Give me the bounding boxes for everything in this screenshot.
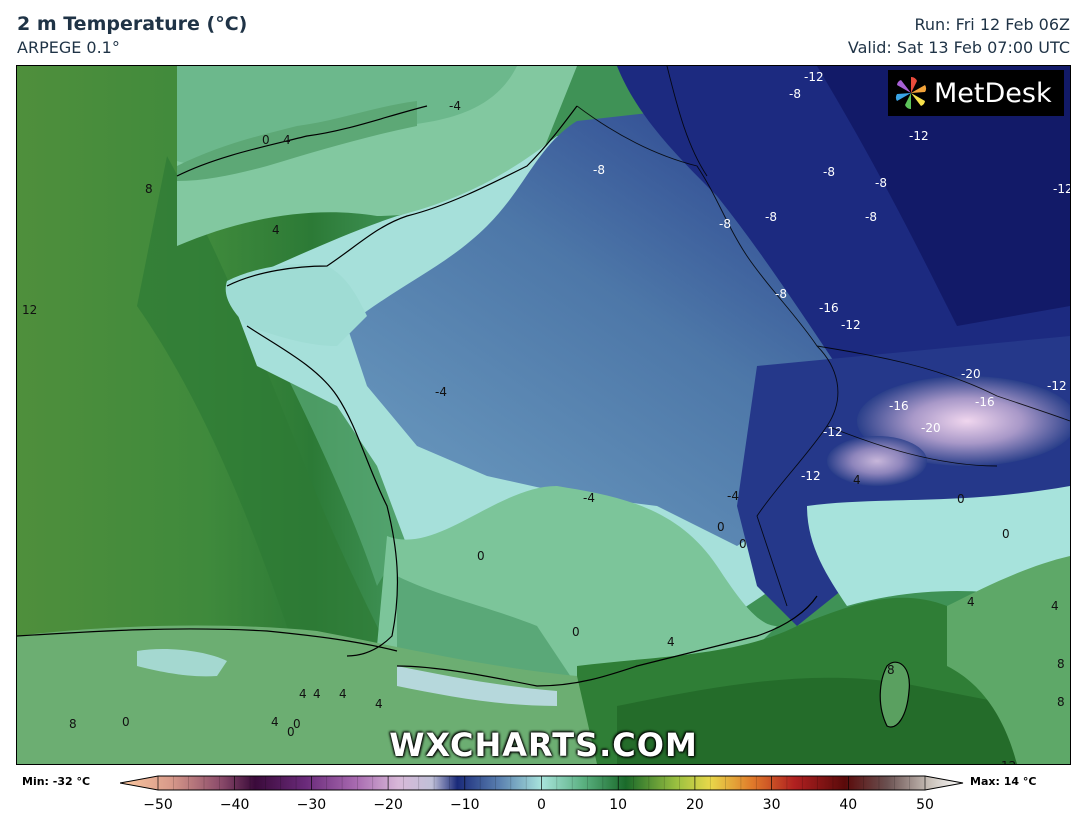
contour-label: 0 — [262, 133, 270, 147]
contour-label: -16 — [889, 399, 909, 413]
brittany — [225, 264, 367, 346]
contour-label: 8 — [69, 717, 77, 731]
wxcharts-watermark: WXCHARTS.COM — [389, 726, 698, 764]
contour-label: 4 — [853, 473, 861, 487]
contour-labels: -12-8-12-8-8-8-12-8-8-8-12-8-16-20-16-20… — [22, 70, 1070, 764]
contour-label: -20 — [921, 421, 941, 435]
contour-label: 8 — [887, 663, 895, 677]
contour-label: 8 — [1057, 657, 1065, 671]
contour-label: 0 — [122, 715, 130, 729]
contour-label: -8 — [765, 210, 777, 224]
temperature-map: -12-8-12-8-8-8-12-8-8-8-12-8-16-20-16-20… — [16, 65, 1071, 765]
contour-label: 12 — [22, 303, 37, 317]
colorbar-tick-label: −50 — [143, 797, 173, 813]
contour-label: -8 — [789, 87, 801, 101]
legend-min-label: Min: -32 °C — [22, 775, 91, 788]
northeast-extreme-cold — [817, 66, 1070, 326]
colorbar-tick-label: 30 — [762, 797, 781, 813]
contour-label: -12 — [1053, 182, 1070, 196]
metdesk-logo-text: MetDesk — [934, 77, 1052, 109]
cantabrian-cold — [137, 649, 227, 677]
contour-label: 4 — [1051, 599, 1059, 613]
national-borders — [576, 66, 1070, 607]
corsica — [880, 662, 910, 727]
contour-label: -8 — [719, 217, 731, 231]
colorbar-tick-label: −20 — [373, 797, 403, 813]
colorbar-tick-label: 10 — [609, 797, 628, 813]
contour-label: -8 — [593, 163, 605, 177]
alps-peaks-west — [827, 436, 927, 486]
colorbar-tick-label: 40 — [839, 797, 858, 813]
metdesk-logo: MetDesk — [888, 70, 1064, 116]
contour-label: -4 — [449, 99, 461, 113]
contour-label: -16 — [819, 301, 839, 315]
contour-label: 4 — [299, 687, 307, 701]
contour-label: 0 — [957, 492, 965, 506]
contour-label: -8 — [865, 210, 877, 224]
contour-label: 0 — [717, 520, 725, 534]
colorbar-tick-label: −30 — [296, 797, 327, 813]
contour-label: -20 — [961, 367, 981, 381]
colorbar-tick-label: 50 — [916, 797, 934, 813]
run-time: Run: Fri 12 Feb 06Z — [914, 15, 1070, 34]
colorbar-tick-label: 20 — [685, 797, 704, 813]
contour-label: 0 — [293, 717, 301, 731]
metdesk-pinwheel-icon — [895, 76, 927, 110]
contour-label: -12 — [823, 425, 843, 439]
contour-label: 0 — [1002, 527, 1010, 541]
contour-label: -12 — [1047, 379, 1067, 393]
contour-label: -12 — [801, 469, 821, 483]
contour-label: 0 — [739, 537, 747, 551]
contour-label: -12 — [841, 318, 861, 332]
biscay-band — [137, 156, 387, 656]
temperature-colorbar — [120, 775, 964, 791]
po-valley — [807, 486, 1070, 606]
colorbar-tick-label: 0 — [537, 797, 546, 813]
contour-label: 4 — [667, 635, 675, 649]
contour-label: -4 — [583, 491, 595, 505]
contour-label: -12 — [909, 129, 929, 143]
model-subtitle: ARPEGE 0.1° — [17, 38, 120, 57]
contour-label: 4 — [339, 687, 347, 701]
cornwall — [177, 101, 417, 181]
colorbar-tick-label: −10 — [450, 797, 480, 813]
contour-label: 8 — [1057, 695, 1065, 709]
contour-label: -16 — [975, 395, 995, 409]
contour-label: 0 — [287, 725, 295, 739]
contour-label: -8 — [823, 165, 835, 179]
contour-label: 8 — [145, 182, 153, 196]
contour-label: 0 — [572, 625, 580, 639]
pyrenees — [397, 666, 557, 706]
italy-land — [947, 556, 1070, 764]
valid-time: Valid: Sat 13 Feb 07:00 UTC — [847, 38, 1070, 57]
mediterranean-deep — [617, 677, 1070, 764]
contour-label: -8 — [875, 176, 887, 190]
contour-label: 4 — [271, 715, 279, 729]
contour-label: 4 — [283, 133, 291, 147]
contour-label: -12 — [804, 70, 824, 84]
contour-label: -8 — [775, 287, 787, 301]
contour-label: 4 — [375, 697, 383, 711]
contour-label: 4 — [272, 223, 280, 237]
contour-label: 0 — [477, 549, 485, 563]
temperature-field: -12-8-12-8-8-8-12-8-8-8-12-8-16-20-16-20… — [17, 66, 1070, 764]
legend-max-label: Max: 14 °C — [970, 775, 1037, 788]
coastlines — [17, 105, 910, 728]
contour-label: 12 — [1001, 759, 1016, 764]
colorbar-tick-label: −40 — [219, 797, 250, 813]
contour-label: -4 — [727, 489, 739, 503]
contour-label: -4 — [435, 385, 447, 399]
map-title: 2 m Temperature (°C) — [17, 13, 248, 35]
contour-label: 4 — [313, 687, 321, 701]
contour-label: 4 — [967, 595, 975, 609]
